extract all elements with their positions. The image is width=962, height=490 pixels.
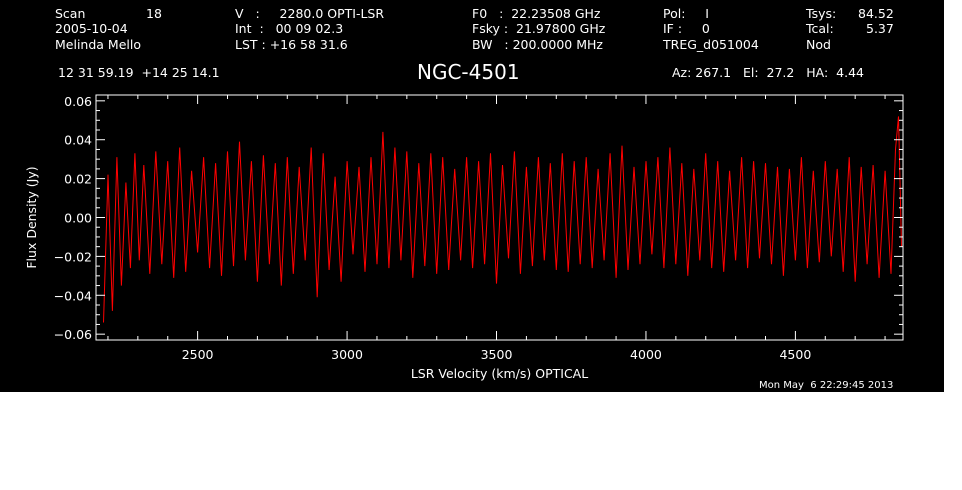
y-tick-label: −0.04 — [54, 288, 92, 303]
polarization-line: Pol: I — [663, 6, 709, 21]
y-tick-label: 0.04 — [64, 133, 92, 148]
observer-name: Melinda Mello — [55, 37, 141, 52]
y-tick-label: −0.02 — [54, 249, 92, 264]
rest-frequency-line: F0 : 22.23508 GHz — [472, 6, 601, 21]
spectrum-chart: 2500 3000 3500 4000 4500 −0.06 −0.04 −0.02 0.00 0… — [24, 94, 904, 381]
y-tick-label: −0.06 — [54, 327, 92, 342]
treg-label: TREG_d051004 — [663, 37, 759, 52]
source-coordinates: 12 31 59.19 +14 25 14.1 — [58, 65, 220, 80]
if-line: IF : 0 — [663, 21, 710, 36]
tcal-label: Tcal: — [806, 21, 834, 36]
scan-label: Scan — [55, 6, 86, 21]
plot-timestamp: Mon May 6 22:29:45 2013 — [759, 380, 894, 391]
observation-date: 2005-10-04 — [55, 21, 128, 36]
x-tick-label: 4500 — [779, 347, 811, 362]
x-tick-label: 3500 — [481, 347, 513, 362]
tsys-value: 84.52 — [858, 6, 894, 21]
x-tick-label: 4000 — [630, 347, 662, 362]
y-tick-label: 0.06 — [64, 94, 92, 109]
plot-panel — [0, 0, 944, 392]
x-tick-label: 2500 — [182, 347, 214, 362]
lst-line: LST : +16 58 31.6 — [235, 37, 348, 52]
y-tick-label: 0.00 — [64, 211, 92, 226]
y-tick-label: 0.02 — [64, 172, 92, 187]
scan-number: 18 — [146, 6, 162, 21]
tsys-label: Tsys: — [806, 6, 837, 21]
bandwidth-line: BW : 200.0000 MHz — [472, 37, 603, 52]
nod-label: Nod — [806, 37, 831, 52]
pointing-line: Az: 267.1 El: 27.2 HA: 4.44 — [672, 65, 865, 80]
velocity-line: V : 2280.0 OPTI-LSR — [235, 6, 385, 21]
integration-line: Int : 00 09 02.3 — [235, 21, 344, 36]
x-tick-label: 3000 — [331, 347, 363, 362]
x-axis-label: LSR Velocity (km/s) OPTICAL — [411, 366, 588, 381]
sky-frequency-line: Fsky : 21.97800 GHz — [472, 21, 606, 36]
y-axis-label: Flux Density (Jy) — [24, 166, 39, 268]
tcal-value: 5.37 — [866, 21, 894, 36]
spectrum-trace — [103, 116, 902, 323]
object-name: NGC-4501 — [417, 60, 520, 84]
